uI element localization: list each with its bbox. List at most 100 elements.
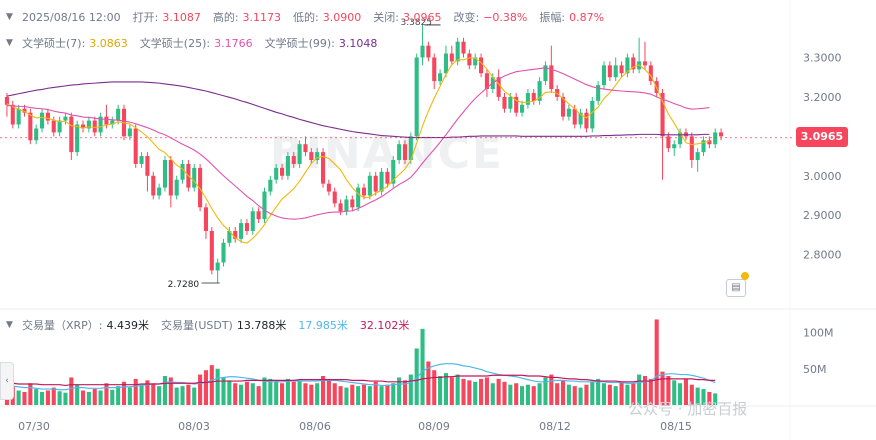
volume-bar: [127, 387, 132, 405]
volume-bar: [408, 374, 413, 405]
change-value: −0.38%: [483, 10, 528, 24]
volume-bar: [543, 377, 548, 405]
volume-bar: [654, 319, 659, 405]
candle-body: [601, 65, 607, 86]
collapse-caret-icon[interactable]: ▼: [6, 38, 13, 48]
candle-body: [57, 120, 62, 133]
candle-body: [356, 187, 361, 208]
candle-body: [525, 92, 530, 105]
candle-body: [438, 73, 443, 82]
volume-bar: [338, 386, 343, 405]
candle-body: [590, 100, 595, 129]
candle-body: [642, 61, 648, 66]
collapse-caret-icon[interactable]: ▼: [6, 320, 13, 330]
candle-body: [215, 262, 220, 271]
volume-bar: [162, 376, 168, 405]
candle-body: [414, 57, 419, 137]
volume-bar: [22, 391, 27, 405]
volume-bar: [578, 387, 583, 405]
volume-bar: [133, 378, 138, 405]
candle-body: [391, 160, 396, 184]
ma-line: [6, 57, 710, 244]
volume-bar: [572, 386, 577, 405]
candle-body: [461, 41, 466, 54]
time-tick-label: 07/30: [18, 420, 50, 433]
candle-body: [578, 112, 583, 125]
candle-body: [508, 96, 513, 109]
volume-bar: [34, 389, 39, 405]
volume-bar: [209, 365, 214, 405]
volume-tick-label: 50M: [803, 363, 827, 376]
volume-bar: [104, 383, 109, 405]
volume-xrp-label: 交易量（XRP）:: [22, 319, 103, 332]
candle-body: [719, 132, 724, 137]
candle-body: [373, 175, 378, 192]
volume-bar: [473, 381, 478, 405]
volume-bar: [320, 376, 326, 405]
volume-bar: [689, 384, 694, 405]
candle-body: [16, 108, 21, 125]
candle-datetime: 2025/08/16 12:00: [22, 10, 121, 24]
ma25-label: 文学硕士(25):: [139, 37, 211, 50]
candle-body: [4, 96, 9, 105]
candle-body: [531, 92, 536, 101]
volume-bar: [86, 391, 91, 405]
candle-body: [455, 41, 460, 62]
volume-bar: [607, 384, 612, 405]
volume-bar: [467, 380, 472, 405]
low-label: 低的:: [293, 11, 319, 24]
volume-bar: [514, 383, 519, 405]
candle-body: [648, 65, 653, 82]
candle-body: [116, 108, 121, 121]
volume-bar: [262, 377, 267, 405]
volume-bar: [145, 380, 150, 405]
candle-body: [361, 187, 367, 196]
candle-body: [613, 65, 618, 78]
volume-bar: [555, 383, 560, 405]
candle-body: [625, 57, 630, 74]
volume-bar: [397, 377, 402, 405]
candle-body: [385, 171, 390, 184]
volume-bar: [508, 384, 513, 405]
ma7-value: 3.0863: [89, 36, 128, 50]
candle-body: [560, 96, 566, 117]
candle-body: [22, 108, 27, 113]
volume-bar: [584, 384, 589, 405]
volume-bar: [256, 386, 261, 405]
candle-body: [104, 116, 109, 125]
candle-body: [320, 152, 326, 184]
collapse-caret-icon[interactable]: ▼: [6, 12, 13, 22]
volume-bar: [157, 386, 162, 405]
volume-bar: [707, 391, 712, 405]
volume-bar: [455, 374, 460, 405]
volume-bar: [660, 371, 665, 405]
volume-bar: [443, 373, 448, 405]
order-book-icon[interactable]: ▤: [726, 279, 746, 297]
ma-line: [6, 67, 710, 220]
candle-body: [607, 65, 612, 78]
close-label: 关闭:: [373, 11, 399, 24]
volume-bar: [566, 384, 571, 405]
volume-bar: [110, 389, 115, 405]
ma99-value: 3.1048: [338, 36, 378, 50]
volume-bar: [520, 386, 525, 405]
candle-body: [139, 156, 144, 164]
scroll-left-button[interactable]: ‹: [0, 362, 14, 400]
volume-bar: [672, 380, 677, 405]
volume-bar: [69, 377, 74, 405]
volume-ma-value-2: 32.102米: [359, 319, 410, 332]
candle-body: [443, 53, 448, 74]
candle-body: [426, 45, 431, 58]
volume-bar: [391, 383, 396, 405]
volume-bar: [678, 383, 683, 405]
candle-body: [402, 144, 408, 160]
time-tick-label: 08/06: [299, 420, 331, 433]
volume-bar: [16, 390, 21, 405]
volume-bar: [151, 383, 156, 405]
candle-body: [80, 124, 86, 129]
candle-body: [75, 124, 80, 153]
volume-bar: [215, 368, 220, 405]
candle-body: [127, 128, 132, 137]
volume-bar: [221, 377, 226, 405]
